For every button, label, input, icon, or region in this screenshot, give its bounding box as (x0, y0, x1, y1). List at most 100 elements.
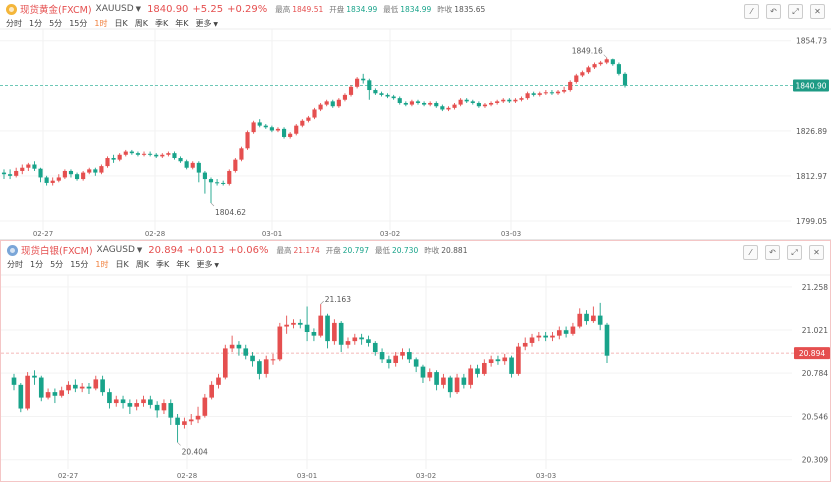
silver-low-value: 20.730 (391, 245, 419, 255)
candle-body (441, 377, 446, 385)
candle-body (555, 91, 561, 94)
y-tick-label: 1812.97 (796, 172, 827, 181)
more-label: 更多 (195, 19, 212, 28)
more-label: 更多 (196, 260, 213, 269)
candle-body (361, 78, 366, 81)
gold-candlestick-chart[interactable]: 02-27 02-28 03-01 03-02 03-03 1799.05 1812.97 1… (0, 0, 831, 239)
candle-body (196, 162, 201, 173)
undo-icon[interactable]: ↶ (765, 245, 780, 260)
tab-daily[interactable]: 日K (115, 260, 129, 269)
candle-body (129, 151, 134, 154)
candle-body (291, 322, 296, 325)
gold-low-label: 最低 (383, 4, 399, 14)
candle-body (263, 359, 269, 374)
tab-timeshare[interactable]: 分时 (7, 260, 23, 269)
gold-timeframe-tabs: 分时 1分 5分 15分 1时 日K 周K 季K 年K 更多 ▼ (6, 18, 225, 29)
candle-body (373, 90, 378, 94)
candle-body (501, 99, 506, 102)
candle-body (464, 99, 469, 102)
x-tick-label: 03-03 (536, 472, 556, 480)
tab-quarterly[interactable]: 季K (154, 19, 169, 28)
x-tick-label: 02-28 (177, 472, 197, 480)
candle-body (452, 104, 457, 108)
candle-body (604, 59, 609, 63)
chevron-down-icon: ▼ (211, 21, 218, 28)
tab-5min[interactable]: 5分 (49, 19, 63, 28)
close-icon[interactable]: ✕ (809, 245, 824, 260)
line-tool-icon[interactable]: ⁄ (744, 4, 759, 19)
tab-timeshare[interactable]: 分时 (6, 19, 22, 28)
candle-body (202, 172, 207, 180)
candle-body (195, 415, 201, 420)
candle-body (598, 62, 603, 65)
candle-body (20, 167, 25, 171)
candle-body (175, 417, 180, 425)
line-tool-icon[interactable]: ⁄ (743, 245, 758, 260)
undo-icon[interactable]: ↶ (766, 4, 781, 19)
high-annotation-label: 1849.16 (572, 47, 603, 56)
silver-candlestick-chart[interactable]: 02-27 02-28 03-01 03-02 03-03 20.309 20.546 20.… (1, 241, 830, 481)
tab-1min[interactable]: 1分 (30, 260, 44, 269)
candle-body (111, 158, 116, 160)
silver-symbol[interactable]: XAGUSD (96, 245, 135, 255)
tab-quarterly[interactable]: 季K (155, 260, 170, 269)
candle-body (311, 332, 317, 336)
fullscreen-icon[interactable]: ⤢ (788, 4, 803, 19)
candle-body (73, 384, 78, 389)
tab-15min[interactable]: 15分 (70, 260, 89, 269)
close-icon[interactable]: ✕ (810, 4, 825, 19)
candle-body (543, 335, 548, 338)
y-tick-label: 1854.73 (796, 37, 827, 46)
gold-coin-icon (6, 3, 17, 15)
candle-body (359, 337, 364, 340)
silver-coin-icon (7, 244, 18, 256)
candle-body (257, 122, 262, 126)
chevron-down-icon[interactable]: ▼ (136, 246, 143, 254)
candle-body (610, 59, 615, 65)
tab-5min[interactable]: 5分 (50, 260, 64, 269)
candle-body (586, 67, 591, 73)
tab-1hour[interactable]: 1时 (95, 260, 109, 269)
silver-instrument-name: 现货白银(FXCM) (21, 246, 93, 257)
chevron-down-icon: ▼ (212, 262, 219, 269)
tab-yearly[interactable]: 年K (175, 19, 189, 28)
low-annotation-label: 20.404 (182, 447, 208, 456)
gold-toolbar: ⁄ ↶ ⤢ ✕ (737, 4, 825, 19)
tab-weekly[interactable]: 周K (134, 19, 148, 28)
gold-symbol[interactable]: XAUUSD (95, 4, 134, 14)
candle-body (18, 384, 24, 409)
tab-1min[interactable]: 1分 (29, 19, 43, 28)
candle-body (245, 132, 250, 149)
candle-body (188, 419, 194, 422)
candle-body (428, 102, 433, 105)
candle-body (127, 403, 133, 407)
tab-more[interactable]: 更多 ▼ (196, 259, 219, 270)
candle-body (66, 384, 71, 391)
candle-body (563, 330, 569, 334)
candle-body (32, 375, 37, 378)
silver-quote-header: 现货白银(FXCM) XAGUSD ▼ 20.894 +0.013 +0.06%… (7, 243, 473, 257)
candle-body (495, 101, 500, 103)
tab-yearly[interactable]: 年K (176, 260, 190, 269)
candle-body (239, 148, 244, 160)
low-annotation-label: 1804.62 (215, 208, 246, 217)
candle-body (257, 361, 262, 374)
fullscreen-icon[interactable]: ⤢ (787, 245, 802, 260)
gold-instrument-name: 现货黄金(FXCM) (20, 5, 92, 16)
candle-body (622, 73, 628, 86)
candle-body (379, 93, 384, 95)
candle-body (154, 404, 160, 411)
x-tick-label: 03-03 (501, 230, 521, 238)
chevron-down-icon[interactable]: ▼ (135, 5, 142, 13)
tab-1hour[interactable]: 1时 (94, 19, 108, 28)
tab-daily[interactable]: 日K (114, 19, 128, 28)
candle-body (513, 99, 518, 102)
tab-more[interactable]: 更多 ▼ (195, 18, 218, 29)
candle-body (420, 366, 426, 378)
tab-weekly[interactable]: 周K (135, 260, 149, 269)
x-tick-label: 03-02 (380, 230, 400, 238)
candle-body (570, 326, 576, 334)
candle-body (135, 153, 141, 155)
tab-15min[interactable]: 15分 (69, 19, 88, 28)
candle-body (488, 102, 494, 105)
